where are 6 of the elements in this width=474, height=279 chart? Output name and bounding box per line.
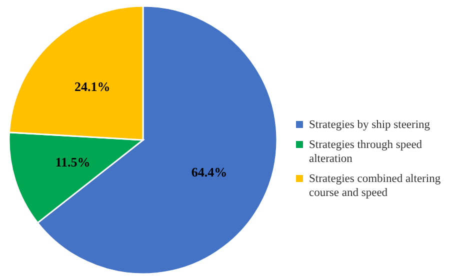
legend-label: Strategies combined altering course and speed bbox=[309, 173, 441, 199]
data-label: 64.4% bbox=[191, 164, 228, 180]
legend-label: Strategies by ship steering bbox=[309, 119, 430, 131]
data-label: 11.5% bbox=[55, 154, 90, 170]
data-label: 24.1% bbox=[74, 78, 110, 94]
legend-label: Strategies through speed alteration bbox=[309, 139, 422, 165]
